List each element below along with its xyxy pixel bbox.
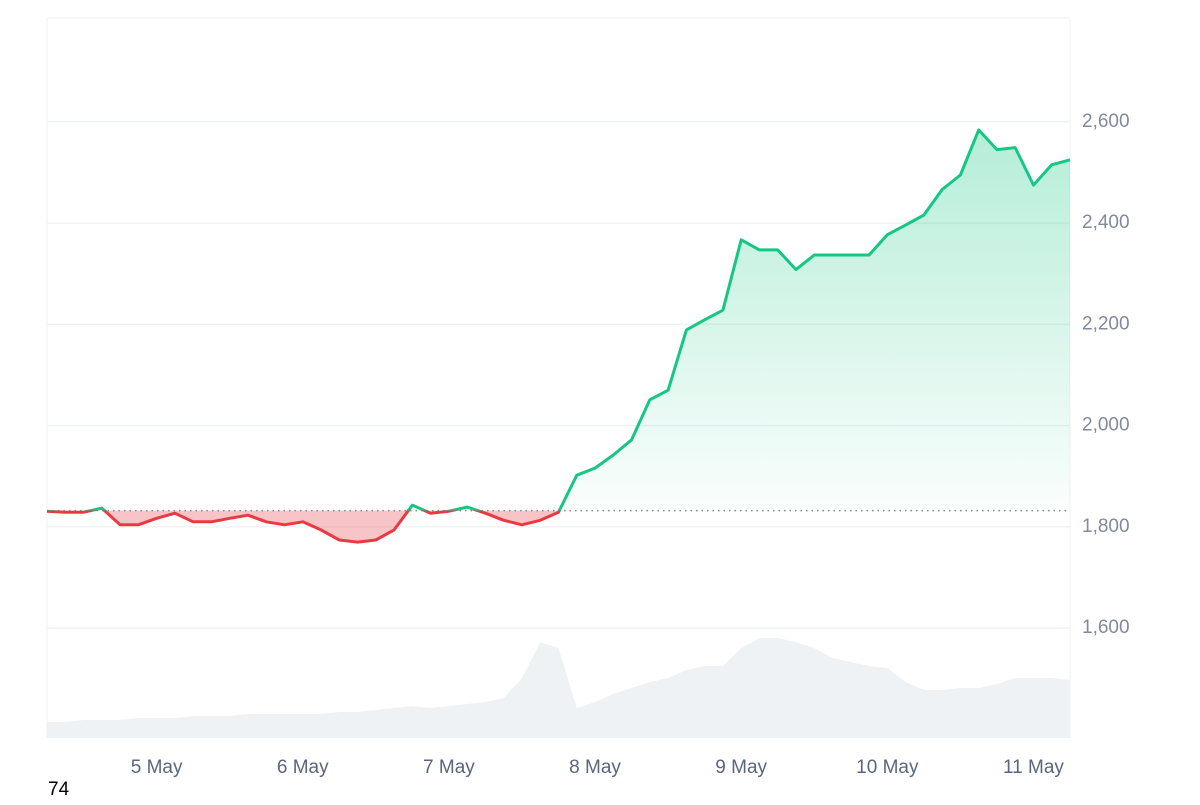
y-tick-label: 2,000 (1082, 415, 1130, 436)
corner-label: 74 (48, 779, 70, 800)
price-area (47, 129, 1070, 543)
y-tick-label: 2,400 (1082, 212, 1130, 233)
x-tick-label: 10 May (856, 757, 919, 778)
y-tick-label: 2,200 (1082, 313, 1130, 334)
y-tick-label: 1,600 (1082, 617, 1130, 638)
y-tick-label: 1,800 (1082, 516, 1130, 537)
volume-area (47, 638, 1070, 738)
x-tick-label: 5 May (131, 757, 183, 778)
x-tick-label: 7 May (423, 757, 475, 778)
x-tick-label: 9 May (715, 757, 767, 778)
x-tick-label: 8 May (569, 757, 621, 778)
x-tick-label: 6 May (277, 757, 329, 778)
x-tick-label: 11 May (1003, 757, 1064, 778)
y-tick-label: 2,600 (1082, 111, 1130, 132)
price-line (46, 128, 1071, 544)
